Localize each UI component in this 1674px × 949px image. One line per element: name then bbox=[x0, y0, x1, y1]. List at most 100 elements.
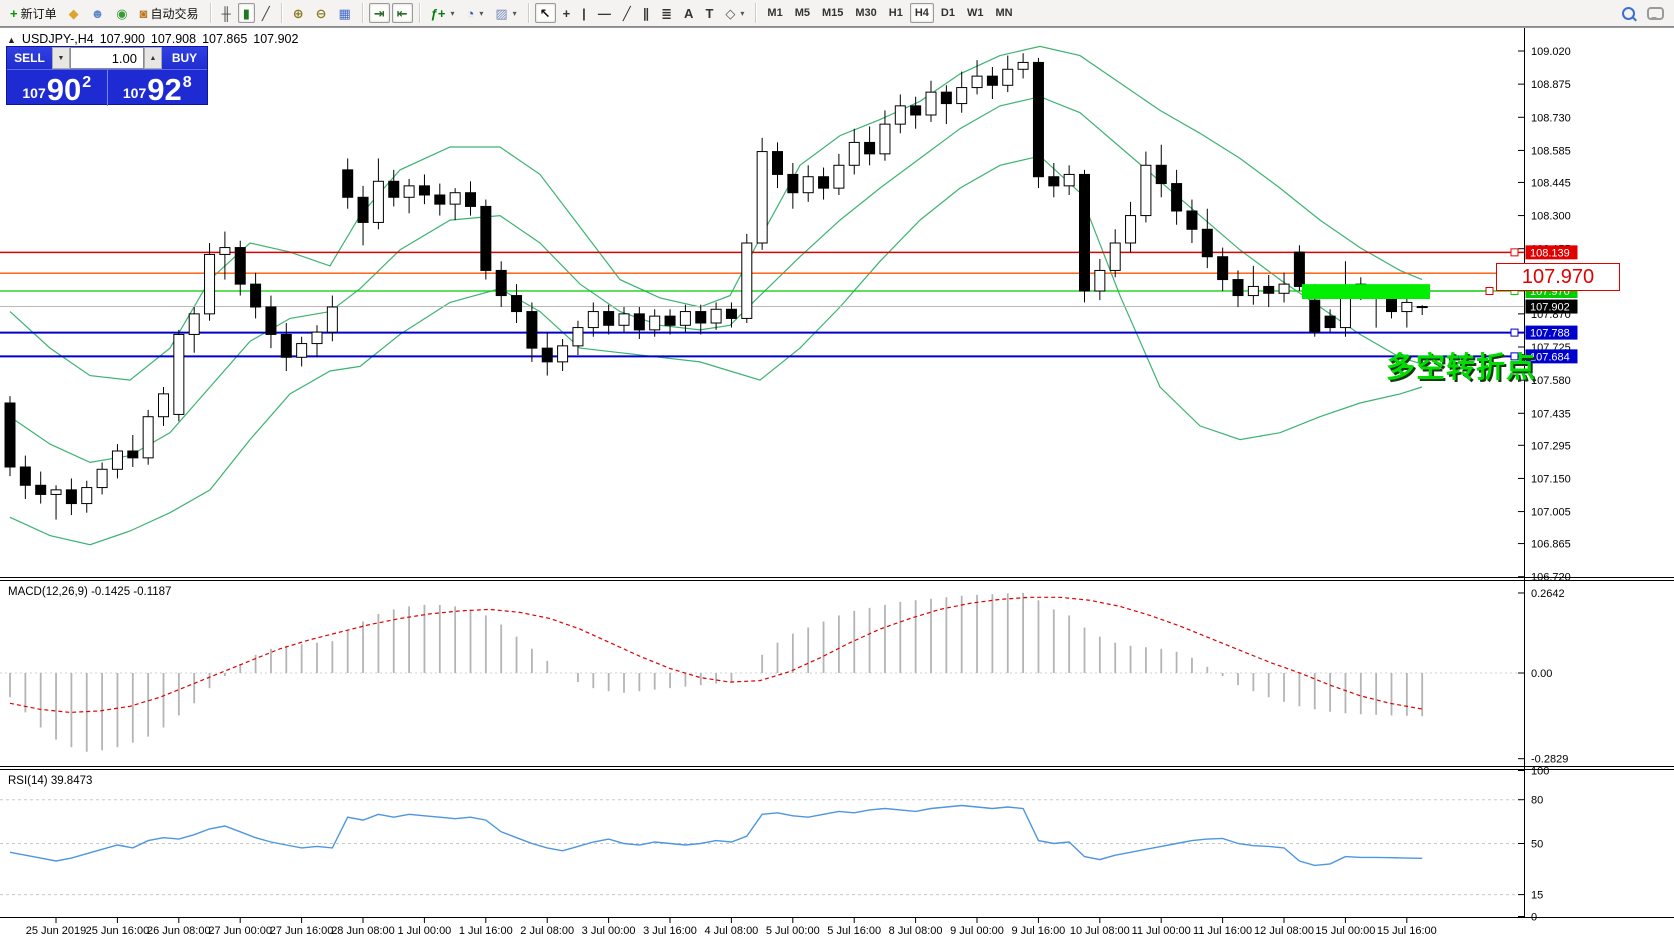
equidistant-channel-button[interactable]: ∥ bbox=[638, 3, 655, 23]
svg-text:50: 50 bbox=[1531, 839, 1543, 851]
bar-chart-button[interactable]: ╫ bbox=[217, 3, 236, 23]
price-divider bbox=[106, 70, 108, 106]
svg-text:12 Jul 08:00: 12 Jul 08:00 bbox=[1254, 925, 1314, 937]
tf-mn[interactable]: MN bbox=[990, 3, 1017, 23]
tf-m1[interactable]: M1 bbox=[762, 3, 787, 23]
svg-text:108.585: 108.585 bbox=[1531, 145, 1571, 157]
band-lower bbox=[9, 155, 1423, 546]
sell-price-big: 90 bbox=[46, 72, 82, 107]
chart-shift-button[interactable]: ⇥ bbox=[368, 3, 390, 23]
market-button[interactable]: ◆ bbox=[64, 3, 84, 23]
templates-button[interactable]: ▨ ▾ bbox=[490, 3, 521, 23]
buy-price[interactable]: 107 92 8 bbox=[108, 70, 208, 106]
tf-m30[interactable]: M30 bbox=[850, 3, 881, 23]
line-handle[interactable] bbox=[1510, 248, 1519, 257]
sell-button[interactable]: SELL bbox=[7, 47, 52, 69]
ohlc-close: 107.902 bbox=[253, 32, 299, 46]
svg-text:1 Jul 00:00: 1 Jul 00:00 bbox=[397, 925, 451, 937]
macd-indicator: 0.2642 0.00 -0.2829 MACD(12,26,9) -0.1425 -… bbox=[0, 586, 1568, 766]
svg-text:4 Jul 08:00: 4 Jul 08:00 bbox=[704, 925, 758, 937]
toolbar-separator bbox=[209, 3, 211, 23]
svg-text:5 Jul 00:00: 5 Jul 00:00 bbox=[766, 925, 820, 937]
periods-button[interactable]: ◔ ▾ bbox=[461, 3, 488, 23]
svg-text:109.020: 109.020 bbox=[1531, 46, 1571, 58]
toolbar: + 新订单 ◆ ☻ ◉ ◙ 自动交易 ╫ ▮ ╱ ⊕ ⊖ ▦ ⇥ ⇤ ƒ+ ▾ ◔ ▾ ▨ ▾ ↖ + | — ╱ ∥ ≣ A T ◇ ▾ M1… bbox=[0, 0, 1674, 27]
fibon acci-button[interactable]: ≣ bbox=[656, 3, 677, 23]
candlestick-chart-button[interactable]: ▮ bbox=[237, 3, 255, 23]
svg-text:11 Jul 00:00: 11 Jul 00:00 bbox=[1132, 925, 1191, 937]
equidistant-channel-icon: ∥ bbox=[642, 5, 650, 21]
chevron-down-icon: ▾ bbox=[512, 8, 517, 18]
profile-icon: ☻ bbox=[90, 5, 105, 21]
tf-m15[interactable]: M15 bbox=[817, 3, 848, 23]
chart-shift-icon: ⇥ bbox=[373, 5, 385, 21]
tf-h1[interactable]: H1 bbox=[884, 3, 908, 23]
zoom-out-button[interactable]: ⊖ bbox=[311, 3, 332, 23]
line-handle[interactable] bbox=[1510, 328, 1519, 337]
text-label-button[interactable]: T bbox=[700, 3, 718, 23]
toolbar-separator bbox=[527, 3, 529, 23]
annotation-text[interactable]: 多空转折点 bbox=[1386, 352, 1537, 384]
buy-price-base: 107 bbox=[122, 85, 147, 101]
bollinger-bands bbox=[9, 45, 1423, 546]
indicators-button[interactable]: ƒ+ ▾ bbox=[426, 3, 460, 23]
panel-toggle-icon[interactable]: ▲ bbox=[7, 35, 16, 45]
svg-text:3 Jul 00:00: 3 Jul 00:00 bbox=[582, 925, 636, 937]
svg-text:15: 15 bbox=[1531, 890, 1543, 902]
trendline-icon: ╱ bbox=[622, 5, 631, 21]
trendline-button[interactable]: ╱ bbox=[618, 3, 636, 23]
tf-mn-label: MN bbox=[995, 7, 1013, 19]
tf-d1[interactable]: D1 bbox=[936, 3, 960, 23]
search-icon bbox=[1622, 6, 1635, 20]
tf-m5[interactable]: M5 bbox=[790, 3, 815, 23]
buy-price-big: 92 bbox=[147, 72, 182, 107]
rectangle-object[interactable] bbox=[1302, 284, 1430, 299]
tile-windows-button[interactable]: ▦ bbox=[334, 3, 356, 23]
price-label-object[interactable]: 107.970 bbox=[1496, 263, 1620, 291]
tf-w1[interactable]: W1 bbox=[962, 3, 989, 23]
search-button[interactable] bbox=[1617, 3, 1640, 23]
indicators-icon: ƒ+ bbox=[430, 5, 446, 21]
svg-text:26 Jun 08:00: 26 Jun 08:00 bbox=[147, 925, 211, 937]
tf-h4[interactable]: H4 bbox=[909, 3, 934, 23]
buy-button[interactable]: BUY bbox=[162, 47, 207, 69]
svg-text:-0.2829: -0.2829 bbox=[1531, 754, 1568, 766]
volume-input[interactable] bbox=[70, 47, 144, 69]
horizontal-line-button[interactable]: — bbox=[593, 3, 616, 23]
auto-trading-icon: ◙ bbox=[139, 5, 148, 21]
horizontal-line-icon: — bbox=[597, 5, 611, 21]
text-button[interactable]: A bbox=[679, 3, 698, 23]
price-badge bbox=[1525, 299, 1578, 314]
toolbar-separator bbox=[280, 3, 282, 23]
flag-handle[interactable] bbox=[1485, 286, 1494, 295]
zoom-in-button[interactable]: ⊕ bbox=[288, 3, 309, 23]
signals-icon: ◉ bbox=[116, 5, 128, 21]
crosshair-icon: + bbox=[562, 5, 571, 21]
signals-button[interactable]: ◉ bbox=[111, 3, 132, 23]
vertical-line-icon: | bbox=[582, 5, 586, 21]
zoom-in-icon: ⊕ bbox=[292, 5, 304, 21]
line-handle[interactable] bbox=[1510, 352, 1519, 361]
svg-text:107.684: 107.684 bbox=[1530, 351, 1570, 363]
sell-price[interactable]: 107 90 2 bbox=[7, 70, 107, 106]
chevron-down-icon: ▾ bbox=[450, 8, 455, 18]
svg-text:108.139: 108.139 bbox=[1530, 247, 1570, 259]
auto-scroll-button[interactable]: ⇤ bbox=[391, 3, 413, 23]
auto-trading-button[interactable]: ◙ 自动交易 bbox=[135, 3, 204, 23]
line-chart-icon: ╱ bbox=[261, 5, 270, 21]
volume-down-button[interactable]: ▼ bbox=[52, 47, 70, 69]
new-order-button[interactable]: + 新订单 bbox=[5, 3, 62, 23]
auto-scroll-icon: ⇤ bbox=[396, 5, 408, 21]
arrows-button[interactable]: ◇ ▾ bbox=[720, 3, 749, 23]
volume-up-button[interactable]: ▲ bbox=[144, 47, 162, 69]
line-chart-button[interactable]: ╱ bbox=[257, 3, 275, 23]
svg-text:0.2642: 0.2642 bbox=[1531, 588, 1565, 600]
chevron-down-icon: ▾ bbox=[479, 8, 484, 18]
crosshair-button[interactable]: + bbox=[558, 3, 576, 23]
cursor-button[interactable]: ↖ bbox=[534, 3, 556, 23]
vertical-line-button[interactable]: | bbox=[577, 3, 591, 23]
chat-button[interactable] bbox=[1642, 3, 1669, 23]
profile-button[interactable]: ☻ bbox=[86, 3, 110, 23]
auto-trading-label: 自动交易 bbox=[150, 6, 199, 21]
